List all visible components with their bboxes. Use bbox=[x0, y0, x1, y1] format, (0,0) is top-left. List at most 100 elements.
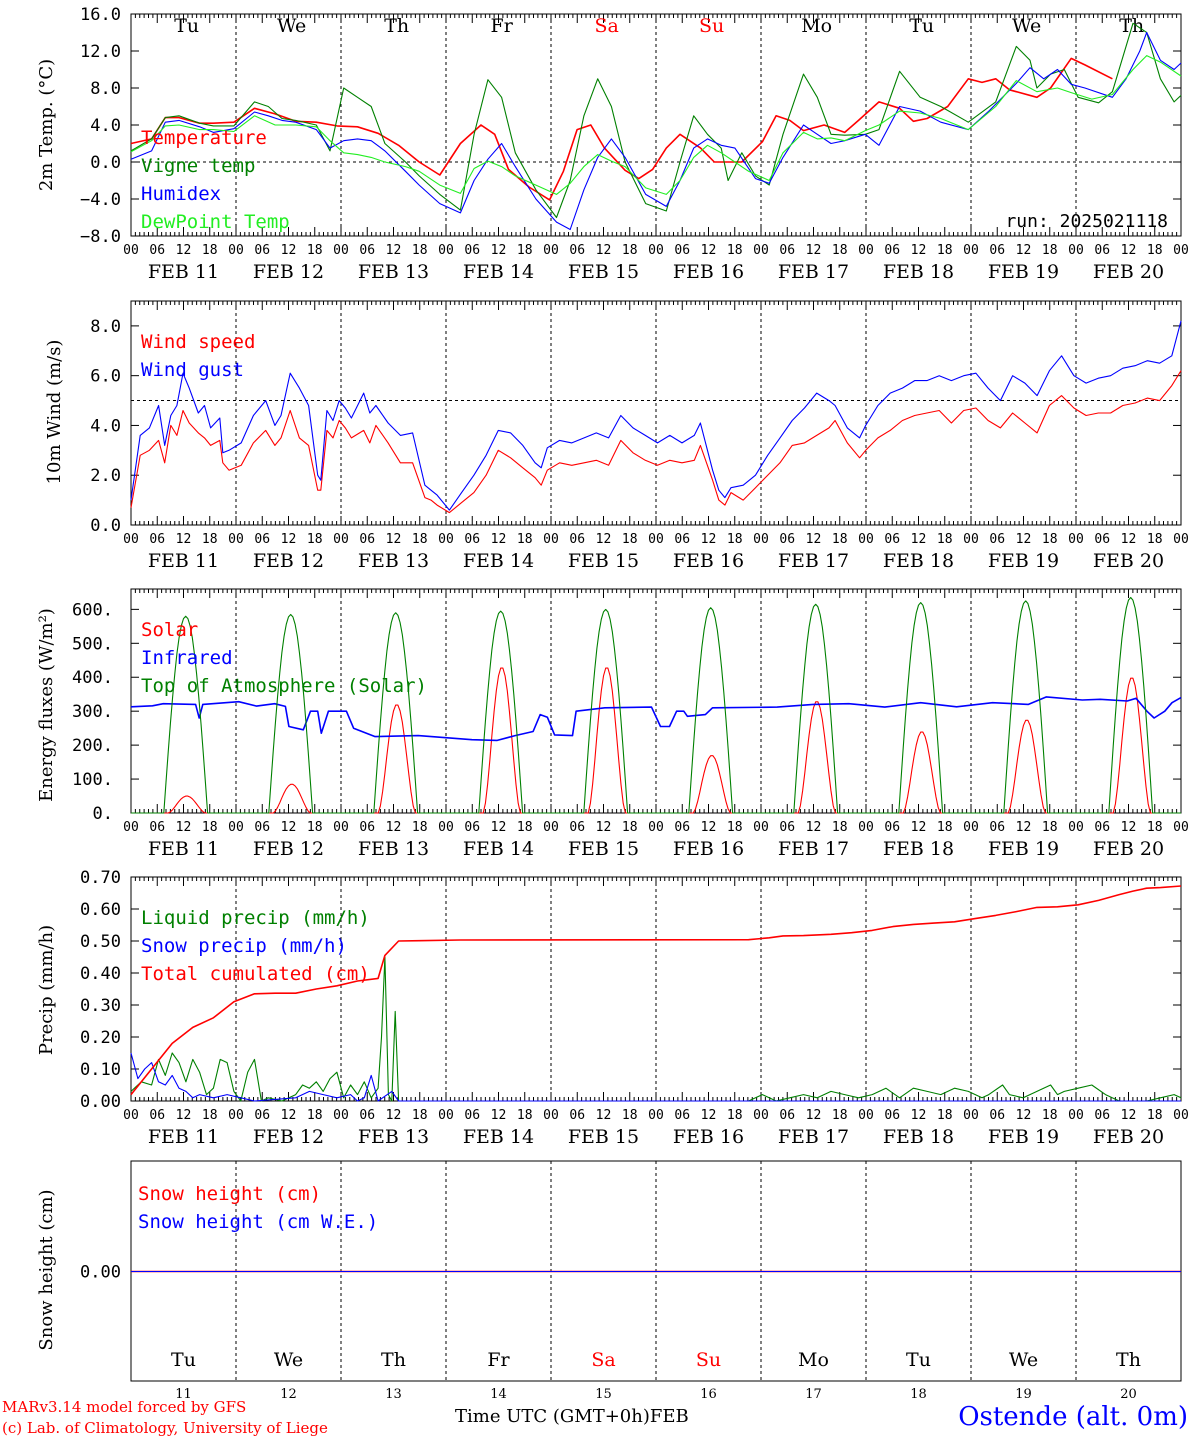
legend-humidex: Humidex bbox=[141, 183, 221, 205]
x-tick-label: 00 bbox=[333, 532, 349, 547]
x-tick-label: 00 bbox=[858, 243, 874, 258]
x-tick-label: 12 bbox=[701, 532, 717, 547]
x-tick-label: 12 bbox=[176, 243, 192, 258]
x-tick-label: 00 bbox=[1173, 1108, 1189, 1123]
x-tick-label: 18 bbox=[727, 1108, 743, 1123]
y-tick-label: 0.70 bbox=[80, 868, 121, 888]
y-tick-label: −4.0 bbox=[80, 190, 121, 210]
x-tick-label: 00 bbox=[438, 243, 454, 258]
date-label: FEB 11 bbox=[148, 261, 219, 283]
run-label: run: 2025021118 bbox=[1005, 211, 1168, 232]
x-tick-label: 06 bbox=[464, 243, 480, 258]
x-tick-label: 18 bbox=[517, 820, 533, 835]
x-tick-label: 06 bbox=[254, 243, 270, 258]
day-number-label: 11 bbox=[175, 1387, 192, 1402]
weekday-label: Th bbox=[384, 15, 409, 37]
date-label: FEB 13 bbox=[358, 550, 429, 572]
day-number-label: 20 bbox=[1120, 1387, 1137, 1402]
x-tick-label: 00 bbox=[1068, 820, 1084, 835]
x-tick-label: 12 bbox=[281, 243, 297, 258]
weekday-label: Mo bbox=[801, 15, 832, 37]
date-label: FEB 15 bbox=[568, 261, 639, 283]
date-label: FEB 16 bbox=[673, 1126, 744, 1148]
x-tick-label: 12 bbox=[596, 1108, 612, 1123]
x-tick-label: 18 bbox=[727, 532, 743, 547]
x-tick-label: 18 bbox=[1147, 820, 1163, 835]
temp-plot-area: 00 06 12 18 FEB 11 00 06 12 18 FEB 12 00 06 12 18 FEB … bbox=[80, 5, 1189, 283]
x-tick-label: 18 bbox=[832, 532, 848, 547]
x-tick-label: 06 bbox=[989, 820, 1005, 835]
x-tick-label: 06 bbox=[359, 243, 375, 258]
x-tick-label: 06 bbox=[1094, 532, 1110, 547]
x-tick-label: 00 bbox=[123, 820, 139, 835]
date-label: FEB 19 bbox=[988, 1126, 1059, 1148]
x-tick-label: 06 bbox=[254, 820, 270, 835]
x-tick-label: 00 bbox=[858, 532, 874, 547]
date-label: FEB 16 bbox=[673, 261, 744, 283]
x-tick-label: 00 bbox=[228, 243, 244, 258]
x-tick-label: 18 bbox=[832, 243, 848, 258]
y-tick-label: 0.20 bbox=[80, 1028, 121, 1048]
y-tick-label: 0.10 bbox=[80, 1060, 121, 1080]
x-tick-label: 06 bbox=[989, 1108, 1005, 1123]
weekday-label: Tu bbox=[906, 1349, 931, 1371]
x-tick-label: 12 bbox=[491, 243, 507, 258]
temp-panel: 00 06 12 18 FEB 11 00 06 12 18 FEB 12 00 06 12 18 FEB … bbox=[36, 5, 1189, 283]
weekday-label: Tu bbox=[171, 1349, 196, 1371]
x-tick-label: 00 bbox=[1068, 532, 1084, 547]
x-tick-label: 12 bbox=[701, 820, 717, 835]
x-tick-label: 18 bbox=[307, 820, 323, 835]
y-tick-label: 0. bbox=[93, 804, 113, 824]
series-line-liquid-precip-mm-h- bbox=[130, 956, 1182, 1102]
x-tick-label: 18 bbox=[937, 1108, 953, 1123]
date-label: FEB 12 bbox=[253, 261, 324, 283]
weekday-label: We bbox=[277, 15, 306, 37]
x-tick-label: 12 bbox=[1121, 243, 1137, 258]
x-tick-label: 06 bbox=[359, 532, 375, 547]
x-tick-label: 00 bbox=[543, 1108, 559, 1123]
x-tick-label: 06 bbox=[779, 1108, 795, 1123]
snow-panel: 0.00 Tu 11 We 12 Th 13 Fr 14 Sa 15 Su 16 Mo 17 Tu 18 We 19… bbox=[36, 1160, 1182, 1402]
legend-dewpoint: DewPoint Temp bbox=[141, 211, 290, 233]
legend-temperature: Temperature bbox=[141, 127, 267, 149]
x-tick-label: 00 bbox=[228, 820, 244, 835]
date-label: FEB 18 bbox=[883, 550, 954, 572]
x-tick-label: 00 bbox=[1068, 1108, 1084, 1123]
y-tick-label: 0.50 bbox=[80, 932, 121, 952]
x-tick-label: 06 bbox=[569, 243, 585, 258]
x-tick-label: 12 bbox=[281, 820, 297, 835]
x-tick-label: 00 bbox=[123, 243, 139, 258]
x-tick-label: 12 bbox=[806, 532, 822, 547]
x-tick-label: 00 bbox=[648, 243, 664, 258]
weekday-label: Fr bbox=[491, 15, 514, 37]
x-tick-label: 00 bbox=[1173, 532, 1189, 547]
precip-plot-area: 00 06 12 18 FEB 11 00 06 12 18 FEB 12 00 06 12 18 FEB … bbox=[80, 868, 1189, 1148]
x-tick-label: 12 bbox=[596, 532, 612, 547]
y-tick-label: 0.40 bbox=[80, 964, 121, 984]
y-tick-label: 4.0 bbox=[90, 116, 121, 136]
energy-ylabel: Energy fluxes (W/m²) bbox=[36, 608, 57, 802]
date-label: FEB 20 bbox=[1093, 261, 1164, 283]
x-tick-label: 06 bbox=[1094, 1108, 1110, 1123]
x-tick-label: 12 bbox=[1016, 532, 1032, 547]
x-tick-label: 00 bbox=[963, 1108, 979, 1123]
x-tick-label: 12 bbox=[386, 532, 402, 547]
time-axis-month: FEB bbox=[649, 1406, 689, 1427]
y-tick-label: 500. bbox=[72, 634, 113, 654]
x-tick-label: 06 bbox=[569, 532, 585, 547]
x-tick-label: 06 bbox=[779, 243, 795, 258]
y-tick-label: 6.0 bbox=[90, 367, 121, 387]
y-tick-label: 100. bbox=[72, 770, 113, 790]
x-tick-label: 06 bbox=[149, 532, 165, 547]
station-label: Ostende (alt. 0m) bbox=[958, 1402, 1188, 1432]
x-tick-label: 18 bbox=[202, 243, 218, 258]
date-label: FEB 19 bbox=[988, 261, 1059, 283]
x-tick-label: 12 bbox=[701, 243, 717, 258]
legend-total-cumulated: Total cumulated (cm) bbox=[141, 963, 370, 985]
x-tick-label: 12 bbox=[491, 820, 507, 835]
x-tick-label: 06 bbox=[149, 1108, 165, 1123]
snow-ylabel: Snow height (cm) bbox=[36, 1189, 57, 1350]
x-tick-label: 18 bbox=[517, 532, 533, 547]
date-label: FEB 12 bbox=[253, 1126, 324, 1148]
x-tick-label: 18 bbox=[412, 243, 428, 258]
